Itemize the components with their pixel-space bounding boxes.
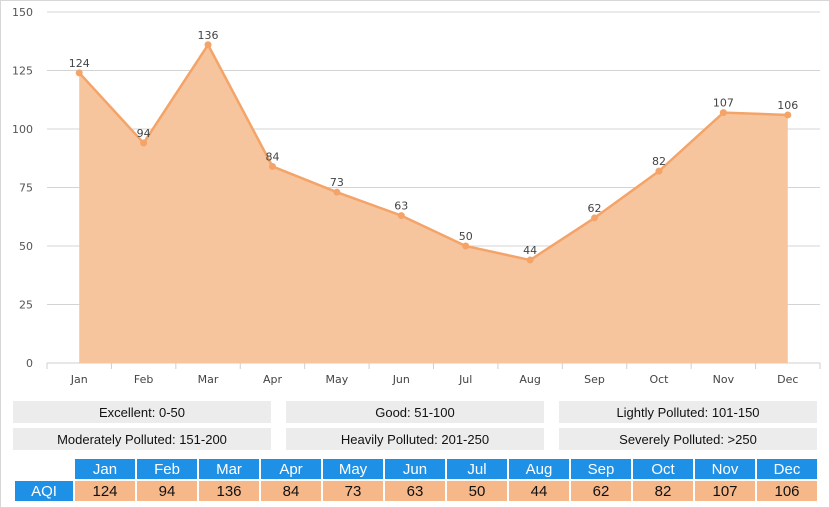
x-tick-label: Aug (519, 373, 540, 386)
table-cell: 84 (261, 481, 321, 501)
data-label: 84 (265, 150, 279, 163)
x-tick-label: Dec (777, 373, 798, 386)
aqi-table: Jan Feb Mar Apr May Jun Jul Aug Sep Oct … (13, 457, 819, 503)
table-header-cell: Jan (75, 459, 135, 479)
table-header-cell: Jun (385, 459, 445, 479)
table-cell: 107 (695, 481, 755, 501)
x-tick-label: Sep (584, 373, 605, 386)
data-label: 44 (523, 244, 537, 257)
x-tick-label: Feb (134, 373, 153, 386)
table-cell: 106 (757, 481, 817, 501)
table-cell: 63 (385, 481, 445, 501)
table-row-label: AQI (15, 481, 73, 501)
table-cell: 44 (509, 481, 569, 501)
table-cell: 73 (323, 481, 383, 501)
table-header-cell: Oct (633, 459, 693, 479)
data-label: 63 (394, 200, 408, 213)
x-tick-label: Mar (198, 373, 219, 386)
legend-lightly-polluted: Lightly Polluted: 101-150 (559, 401, 817, 423)
data-point (204, 41, 212, 49)
data-point (462, 242, 470, 250)
data-point (655, 167, 663, 175)
x-tick-label: Oct (649, 373, 669, 386)
table-corner (15, 459, 73, 479)
table-header-cell: Jul (447, 459, 507, 479)
legend-excellent: Excellent: 0-50 (13, 401, 271, 423)
legend-heavily-polluted: Heavily Polluted: 201-250 (286, 428, 544, 450)
data-label: 50 (459, 230, 473, 243)
data-point (75, 69, 83, 77)
table-header-cell: Mar (199, 459, 259, 479)
data-label: 82 (652, 155, 666, 168)
x-tick-label: Nov (713, 373, 735, 386)
data-point (719, 109, 727, 117)
x-tick-label: Jan (70, 373, 88, 386)
table-cell: 82 (633, 481, 693, 501)
data-label: 94 (137, 127, 151, 140)
y-tick-label: 150 (12, 6, 33, 19)
table-cell: 62 (571, 481, 631, 501)
y-tick-label: 100 (12, 123, 33, 136)
table-cell: 94 (137, 481, 197, 501)
table-header-cell: Dec (757, 459, 817, 479)
table-header-cell: Nov (695, 459, 755, 479)
legend-moderately-polluted: Moderately Polluted: 151-200 (13, 428, 271, 450)
table-cell: 136 (199, 481, 259, 501)
data-label: 124 (69, 57, 90, 70)
data-point (591, 214, 599, 222)
data-label: 136 (198, 29, 219, 42)
table-header-cell: Aug (509, 459, 569, 479)
area-fill (79, 44, 788, 363)
data-point (526, 256, 534, 264)
data-label: 73 (330, 176, 344, 189)
legend-good: Good: 51-100 (286, 401, 544, 423)
data-label: 107 (713, 97, 734, 110)
y-tick-label: 50 (19, 240, 33, 253)
data-label: 62 (588, 202, 602, 215)
data-point (397, 212, 405, 220)
data-point (140, 139, 148, 147)
legend-severely-polluted: Severely Polluted: >250 (559, 428, 817, 450)
y-tick-label: 75 (19, 182, 33, 195)
x-tick-label: Apr (263, 373, 283, 386)
table-cell: 124 (75, 481, 135, 501)
table-row: AQI 124 94 136 84 73 63 50 44 62 82 107 … (15, 481, 817, 501)
x-tick-label: Jul (458, 373, 472, 386)
series-line (78, 43, 788, 262)
y-tick-label: 25 (19, 299, 33, 312)
y-tick-label: 0 (26, 357, 33, 370)
table-header-cell: May (323, 459, 383, 479)
table-cell: 50 (447, 481, 507, 501)
y-tick-label: 125 (12, 65, 33, 78)
data-point (333, 188, 341, 196)
x-tick-label: Jun (392, 373, 410, 386)
x-tick-label: May (326, 373, 349, 386)
data-point (784, 111, 792, 119)
data-label: 106 (777, 99, 798, 112)
table-header-cell: Sep (571, 459, 631, 479)
table-header-row: Jan Feb Mar Apr May Jun Jul Aug Sep Oct … (15, 459, 817, 479)
aqi-area-chart: 0 25 50 75 100 125 150 124 Jan 94 Feb 136 Mar 84 Apr 73… (12, 6, 821, 386)
table-header-cell: Feb (137, 459, 197, 479)
table-header-cell: Apr (261, 459, 321, 479)
data-point (268, 162, 276, 170)
